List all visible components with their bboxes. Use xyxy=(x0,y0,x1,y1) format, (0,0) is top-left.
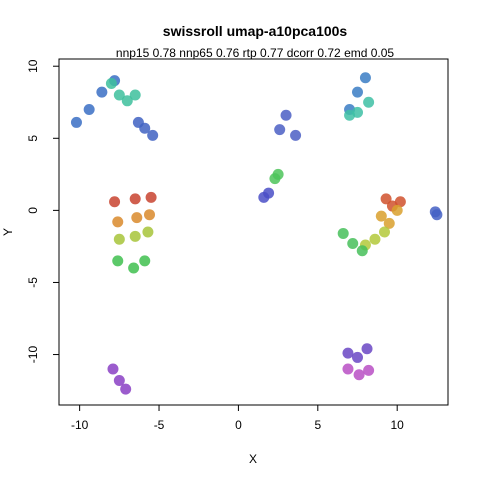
scatter-point xyxy=(290,129,302,141)
data-points xyxy=(70,72,443,395)
scatter-point xyxy=(383,217,395,229)
scatter-point xyxy=(129,193,141,205)
scatter-point xyxy=(363,96,375,108)
scatter-point xyxy=(109,196,121,208)
y-tick-label: 0 xyxy=(26,207,40,214)
scatter-point xyxy=(363,364,375,376)
scatter-point xyxy=(347,238,359,250)
scatter-point xyxy=(351,106,363,118)
scatter-point xyxy=(337,227,349,239)
x-tick-label: 10 xyxy=(391,418,405,432)
scatter-point xyxy=(147,129,159,141)
scatter-point xyxy=(128,262,140,274)
scatter-point xyxy=(129,89,141,101)
scatter-point xyxy=(351,86,363,98)
scatter-point xyxy=(145,191,157,203)
scatter-point xyxy=(280,109,292,121)
scatter-point xyxy=(139,122,151,134)
scatter-point xyxy=(375,210,387,222)
x-tick-label: -10 xyxy=(71,418,89,432)
x-tick-label: 0 xyxy=(235,418,242,432)
scatter-point xyxy=(431,209,443,221)
scatter-point xyxy=(342,363,354,375)
scatter-point xyxy=(113,89,125,101)
x-axis-label: X xyxy=(249,452,257,466)
scatter-point xyxy=(359,72,371,84)
scatter-point xyxy=(120,383,132,395)
y-tick-label: -10 xyxy=(26,346,40,364)
x-tick-label: -5 xyxy=(154,418,165,432)
y-axis-label: Y xyxy=(1,228,15,236)
scatter-point xyxy=(274,124,286,136)
scatter-point xyxy=(112,255,124,267)
scatter-point xyxy=(105,78,117,90)
scatter-point xyxy=(70,116,82,128)
scatter-point xyxy=(369,233,381,245)
x-tick-label: 5 xyxy=(314,418,321,432)
chart-title: swissroll umap-a10pca100s xyxy=(163,23,348,39)
scatter-point xyxy=(142,226,154,238)
scatter-point xyxy=(356,245,368,257)
scatter-point xyxy=(113,374,125,386)
scatter-point xyxy=(351,351,363,363)
scatter-point xyxy=(272,168,284,180)
scatter-point xyxy=(129,230,141,242)
scatter-point xyxy=(139,255,151,267)
y-tick-label: -5 xyxy=(26,277,40,288)
x-axis: -10 -5 0 5 10 xyxy=(71,405,404,432)
scatter-point xyxy=(353,369,365,381)
y-axis: 10 5 0 -5 -10 xyxy=(26,59,59,363)
chart-subtitle: nnp15 0.78 nnp65 0.76 rtp 0.77 dcorr 0.7… xyxy=(116,46,395,60)
scatter-point xyxy=(342,347,354,359)
scatter-point xyxy=(394,196,406,208)
scatter-point xyxy=(144,209,156,221)
plot-frame xyxy=(58,58,449,406)
scatter-point xyxy=(378,226,390,238)
scatter-point xyxy=(113,233,125,245)
scatter-point xyxy=(96,86,108,98)
scatter-point xyxy=(361,343,373,355)
scatter-point xyxy=(380,193,392,205)
scatter-point xyxy=(83,103,95,115)
y-tick-label: 5 xyxy=(26,135,40,142)
scatter-point xyxy=(263,187,275,199)
scatter-point xyxy=(121,95,133,107)
scatter-point xyxy=(391,204,403,216)
scatter-point xyxy=(107,363,119,375)
scatter-point xyxy=(131,212,143,224)
y-tick-label: 10 xyxy=(26,59,40,73)
scatter-point xyxy=(112,216,124,228)
